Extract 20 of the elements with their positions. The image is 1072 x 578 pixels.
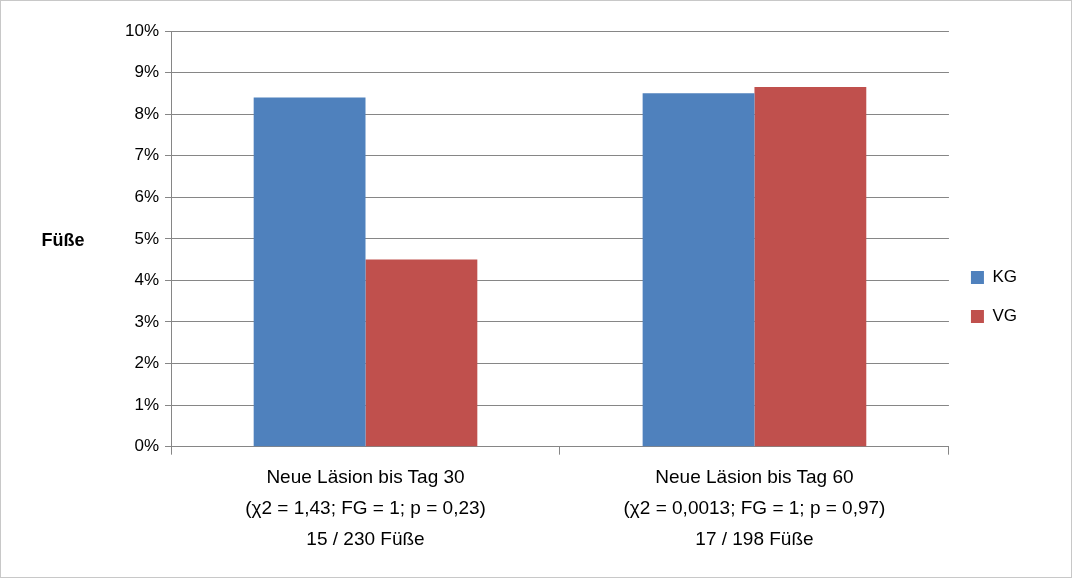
y-tick-label: 9% [134,62,160,82]
legend-label: VG [992,306,1017,326]
y-tick-label: 4% [134,270,160,290]
bar [253,97,366,447]
bar [642,93,755,447]
y-axis-title: Füße [41,229,85,250]
bar [365,259,478,447]
x-tick-label: Neue Läsion bis Tag 30 (χ2 = 1,43; FG = 1; p = 0,23) 15 / 230 Füße [245,466,486,549]
bar [754,87,867,447]
y-tick-label: 7% [134,145,160,165]
y-tick-label: 3% [134,311,160,331]
y-tick-label: 8% [134,103,160,123]
y-tick-label: 0% [134,436,160,456]
y-tick-label: 5% [134,228,160,248]
y-tick-label: 2% [134,353,160,373]
y-tick-label: 6% [134,186,160,206]
x-tick-label: Neue Läsion bis Tag 60 (χ2 = 0,0013; FG = 1; p = 0,97) 17 / 198 Füße [623,466,886,549]
legend-label: KG [992,267,1017,287]
y-tick-label: 10% [124,20,160,40]
y-tick-label: 1% [134,394,160,414]
